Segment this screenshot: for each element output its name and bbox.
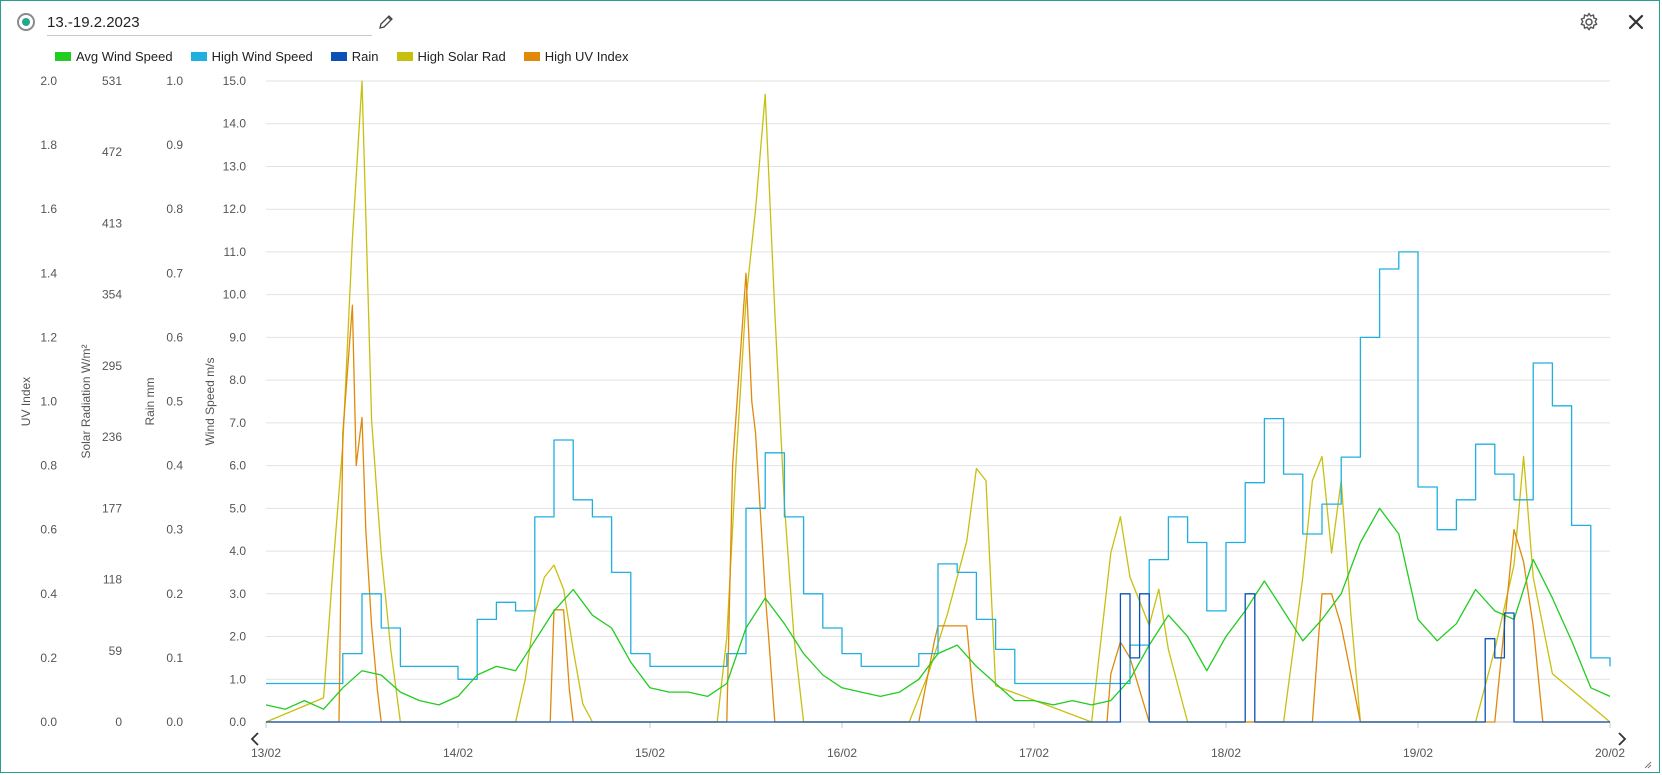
header-bar: 13.-19.2.2023 [0,0,1662,44]
legend-swatch-2 [330,51,347,61]
y-tick-label: 1.8 [40,138,57,152]
y-tick-label: 59 [109,644,123,658]
period-radio[interactable] [17,13,35,31]
y-tick-label: 531 [102,74,122,88]
y-tick-label: 11.0 [224,245,247,259]
scroll-right-icon[interactable] [1618,732,1627,746]
period-title[interactable]: 13.-19.2.2023 [47,13,372,36]
y-axis-title: UV Index [19,377,33,426]
x-tick-label: 20/02 [1595,746,1625,760]
legend-label-0: Avg Wind Speed [76,48,173,64]
y-tick-label: 10.0 [223,288,247,302]
legend-swatch-3 [396,51,413,61]
y-tick-label: 0.0 [166,715,183,729]
series-line-avg-wind-speed [265,507,1611,710]
y-tick-label: 8.0 [229,373,246,387]
legend-item-3[interactable]: High Solar Rad [396,46,506,66]
y-tick-label: 0.5 [166,395,183,409]
legend-item-1[interactable]: High Wind Speed [190,46,313,66]
y-tick-label: 0.6 [40,523,57,537]
y-tick-label: 413 [102,216,122,230]
y-tick-label: 0.0 [229,715,246,729]
legend-item-4[interactable]: High UV Index [523,46,629,66]
y-tick-label: 177 [102,501,122,515]
y-axis-title: Solar Radiation W/m² [79,344,93,458]
y-tick-label: 295 [102,359,122,373]
y-tick-label: 0.0 [40,715,57,729]
y-tick-label: 0.2 [40,651,57,665]
y-tick-label: 0.3 [166,523,183,537]
pencil-icon[interactable] [377,13,395,31]
series-line-rain [266,593,1610,723]
y-tick-label: 7.0 [229,416,246,430]
y-tick-label: 1.0 [229,672,246,686]
y-tick-label: 12.0 [223,202,247,216]
y-tick-label: 0.9 [166,138,183,152]
y-tick-label: 1.6 [40,202,57,216]
y-tick-label: 9.0 [229,330,246,344]
y-tick-label: 472 [102,145,122,159]
y-tick-label: 3.0 [229,587,246,601]
x-tick-label: 14/02 [443,746,473,760]
y-tick-label: 0.4 [40,587,57,601]
y-tick-label: 13.0 [223,159,247,173]
x-tick-label: 16/02 [827,746,857,760]
series-line-high-wind-speed [266,251,1611,685]
resize-grip-icon [1644,761,1652,769]
scroll-left-icon[interactable] [250,732,259,746]
y-tick-label: 236 [102,430,122,444]
legend-label-1: High Wind Speed [211,48,313,64]
y-tick-label: 0.4 [166,459,183,473]
legend-label-2: Rain [351,48,379,64]
y-tick-label: 1.0 [166,74,183,88]
y-tick-label: 5.0 [229,501,246,515]
y-tick-label: 354 [102,288,122,302]
y-tick-label: 0.2 [166,587,183,601]
legend-label-4: High UV Index [544,48,629,64]
y-tick-label: 118 [103,573,122,587]
close-icon[interactable] [1625,11,1647,33]
x-tick-label: 13/02 [251,746,281,760]
y-tick-label: 0.1 [166,651,183,665]
y-tick-label: 15.0 [223,74,247,88]
y-axis-title: Rain mm [143,377,157,425]
y-tick-label: 1.4 [40,266,57,280]
legend-swatch-4 [523,51,540,61]
y-tick-label: 6.0 [229,459,246,473]
y-tick-label: 0.7 [166,266,183,280]
y-tick-label: 14.0 [223,117,247,131]
legend-swatch-0 [55,51,71,61]
legend-item-2[interactable]: Rain [330,46,379,66]
legend-item-0[interactable]: Avg Wind Speed [55,46,173,66]
chart-legend: Avg Wind Speed High Wind Speed Rain High So… [55,46,629,66]
y-tick-label: 0.8 [166,202,183,216]
x-tick-label: 15/02 [635,746,665,760]
y-tick-label: 4.0 [229,544,246,558]
y-tick-label: 1.0 [40,395,57,409]
y-tick-label: 2.0 [229,630,246,644]
y-tick-label: 0.6 [166,330,183,344]
series-line-high-uv-index [266,272,1610,723]
y-axis-title: Wind Speed m/s [203,357,217,445]
x-tick-label: 18/02 [1211,746,1241,760]
x-tick-label: 19/02 [1403,746,1433,760]
x-tick-label: 17/02 [1019,746,1049,760]
y-tick-label: 2.0 [40,74,57,88]
y-tick-label: 0 [115,715,122,729]
legend-label-3: High Solar Rad [417,48,506,64]
y-tick-label: 0.8 [40,459,57,473]
gear-icon[interactable] [1578,11,1600,33]
legend-swatch-1 [190,51,207,61]
y-tick-label: 1.2 [40,330,57,344]
